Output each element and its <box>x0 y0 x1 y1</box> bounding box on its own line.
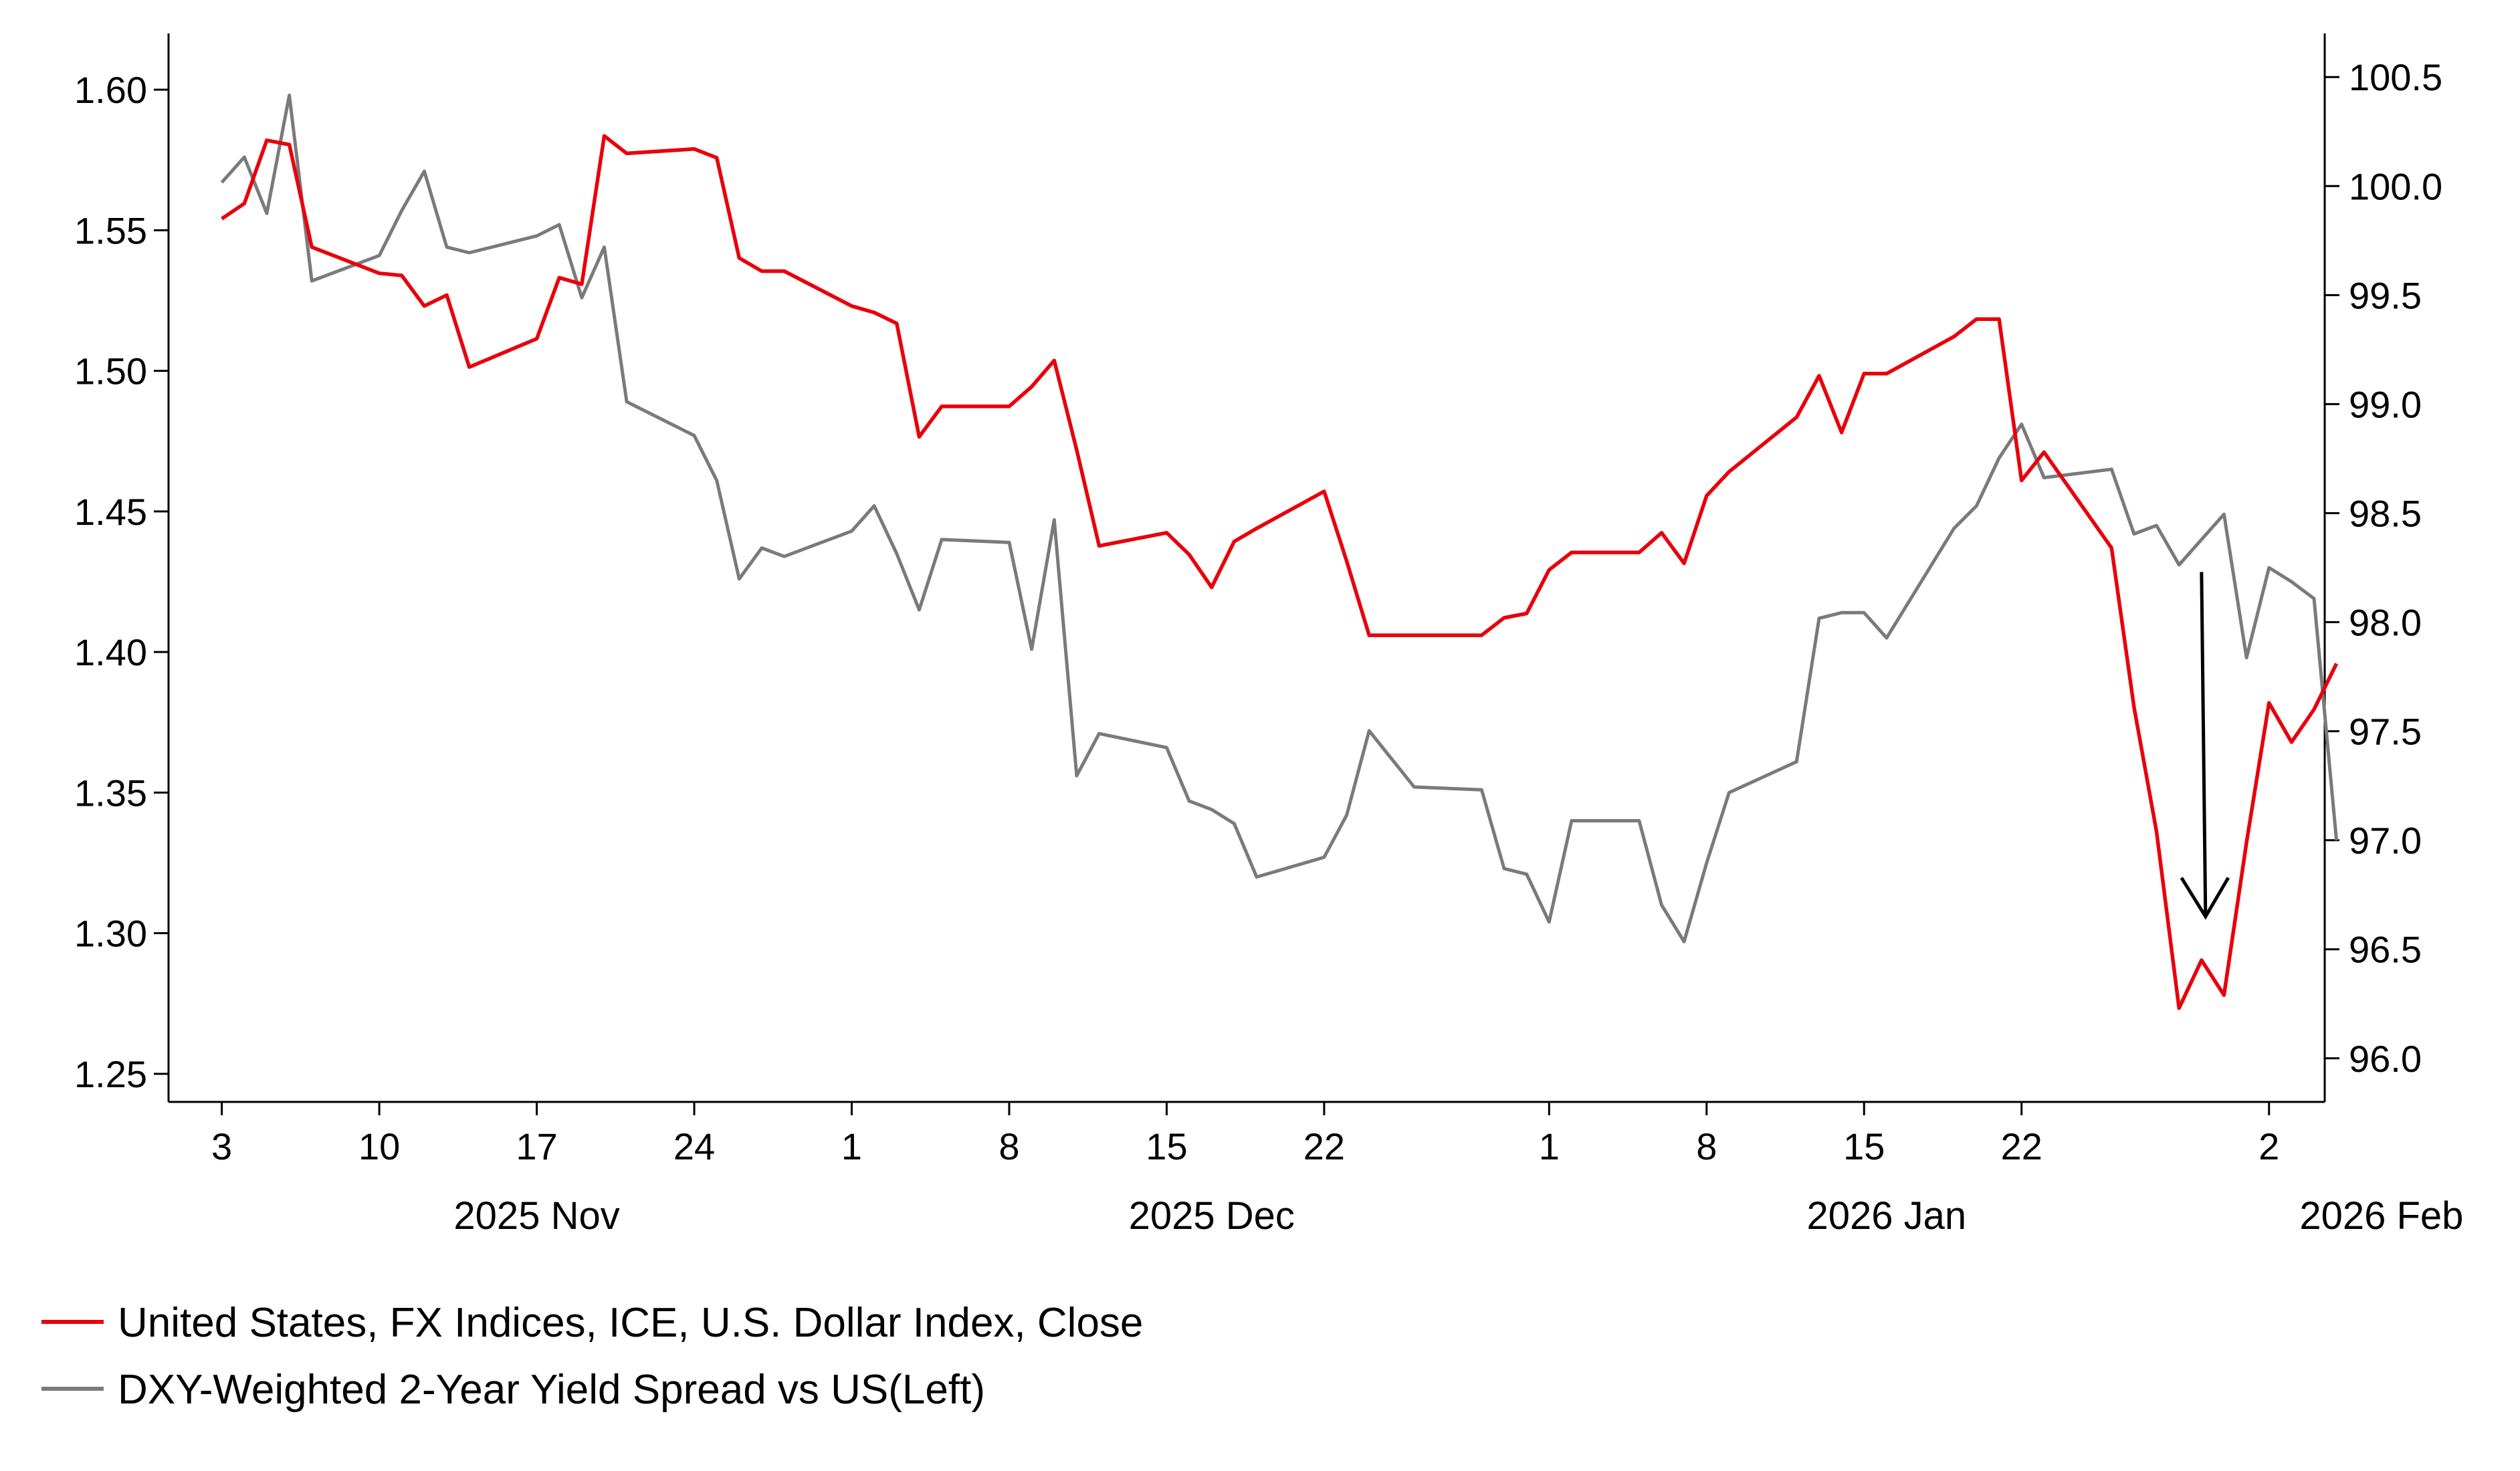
x-tick-label: 10 <box>358 1125 400 1167</box>
x-tick-label: 15 <box>1146 1125 1187 1167</box>
left-y-tick-label: 1.40 <box>74 631 147 673</box>
plot-area: 1.251.301.351.401.451.501.551.60 96.096.… <box>74 33 2463 1238</box>
legend-label: DXY-Weighted 2-Year Yield Spread vs US(L… <box>118 1367 985 1413</box>
x-tick-label: 24 <box>673 1125 715 1167</box>
x-tick-label: 22 <box>1303 1125 1345 1167</box>
x-month-label: 2026 Jan <box>1807 1194 1967 1238</box>
left-y-tick-label: 1.50 <box>74 350 147 392</box>
x-tick-label: 1 <box>841 1125 862 1167</box>
legend-label: United States, FX Indices, ICE, U.S. Dol… <box>118 1300 1143 1346</box>
left-y-tick-label: 1.35 <box>74 772 147 814</box>
right-y-tick-label: 96.0 <box>2349 1038 2422 1080</box>
right-y-tick-label: 99.5 <box>2349 274 2422 316</box>
right-y-tick-label: 98.5 <box>2349 492 2422 534</box>
x-month-label: 2025 Nov <box>453 1194 619 1238</box>
left-y-tick-label: 1.25 <box>74 1053 147 1095</box>
down-arrow-annotation <box>2180 572 2230 920</box>
x-tick-label: 17 <box>516 1125 557 1167</box>
right-y-tick-label: 98.0 <box>2349 602 2422 644</box>
arrow-head <box>2180 877 2230 920</box>
x-tick-label: 2 <box>2259 1125 2279 1167</box>
series-line <box>220 94 2339 943</box>
right-y-tick-label: 100.5 <box>2349 56 2442 98</box>
x-tick-label: 8 <box>999 1125 1019 1167</box>
right-y-tick-label: 100.0 <box>2349 165 2442 207</box>
right-y-tick-label: 97.5 <box>2349 711 2422 753</box>
x-month-label: 2026 Feb <box>2299 1194 2463 1238</box>
x-tick-label: 1 <box>1539 1125 1560 1167</box>
series-line <box>221 134 2339 1010</box>
left-y-tick-label: 1.30 <box>74 913 147 955</box>
series-lines <box>220 94 2339 1010</box>
right-y-tick-label: 99.0 <box>2349 383 2422 425</box>
left-y-tick-label: 1.60 <box>74 69 147 111</box>
left-y-axis: 1.25 1.30 1.35 1.40 1.45 1.50 1.55 1.60 <box>74 69 169 1095</box>
x-tick-label: 22 <box>2001 1125 2042 1167</box>
x-tick-label: 3 <box>211 1125 232 1167</box>
legend: United States, FX Indices, ICE, U.S. Dol… <box>41 1300 1143 1413</box>
x-tick-label: 15 <box>1843 1125 1885 1167</box>
right-y-axis: 96.0 96.5 97.0 97.5 98.0 98.5 99.0 99.5 100.0 100… <box>2325 56 2442 1080</box>
right-y-tick-label: 96.5 <box>2349 929 2422 971</box>
right-y-tick-label: 97.0 <box>2349 820 2422 862</box>
left-y-tick-label: 1.45 <box>74 491 147 533</box>
annotations <box>2180 572 2230 920</box>
left-y-tick-label: 1.55 <box>74 209 147 251</box>
arrow-shaft <box>2200 572 2208 917</box>
x-month-label: 2025 Dec <box>1129 1194 1295 1238</box>
x-tick-label: 8 <box>1696 1125 1717 1167</box>
